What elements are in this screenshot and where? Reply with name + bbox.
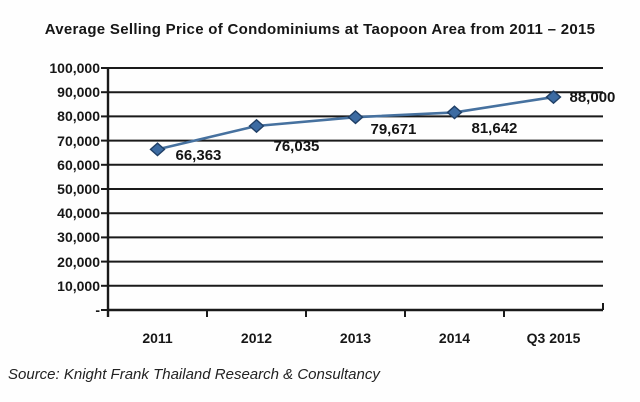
data-point-label: 88,000: [569, 89, 616, 107]
data-point-marker: [446, 105, 463, 120]
y-tick-label: 50,000: [57, 181, 100, 197]
x-tick-label: 2014: [438, 330, 471, 346]
data-point-marker: [545, 89, 562, 105]
data-point-marker: [347, 110, 364, 125]
x-tick-label: 2011: [142, 330, 173, 346]
y-tick-label: 20,000: [57, 253, 100, 270]
data-point-label: 79,671: [370, 121, 417, 139]
y-tick-label: 90,000: [57, 84, 100, 101]
data-point-label: 76,035: [273, 137, 320, 155]
y-tick-label: 30,000: [57, 229, 100, 246]
y-tick-label: 10,000: [57, 277, 100, 294]
y-tick-label: 100,000: [49, 60, 100, 76]
y-tick-label: 70,000: [57, 132, 100, 149]
data-point-marker: [248, 118, 265, 134]
data-point-marker: [149, 142, 166, 157]
y-tick-label: 40,000: [57, 205, 100, 222]
data-point-label: 66,363: [175, 147, 222, 165]
y-tick-label: 80,000: [57, 108, 100, 125]
data-point-label: 81,642: [471, 120, 518, 138]
source-caption: Source: Knight Frank Thailand Research &…: [8, 366, 380, 383]
y-tick-label: -: [95, 302, 100, 318]
x-tick-label: 2013: [339, 330, 372, 346]
y-tick-label: 60,000: [57, 156, 100, 173]
x-tick-label: 2012: [240, 330, 273, 346]
chart-title: Average Selling Price of Condominiums at…: [44, 21, 596, 38]
x-tick-label: Q3 2015: [526, 330, 581, 346]
